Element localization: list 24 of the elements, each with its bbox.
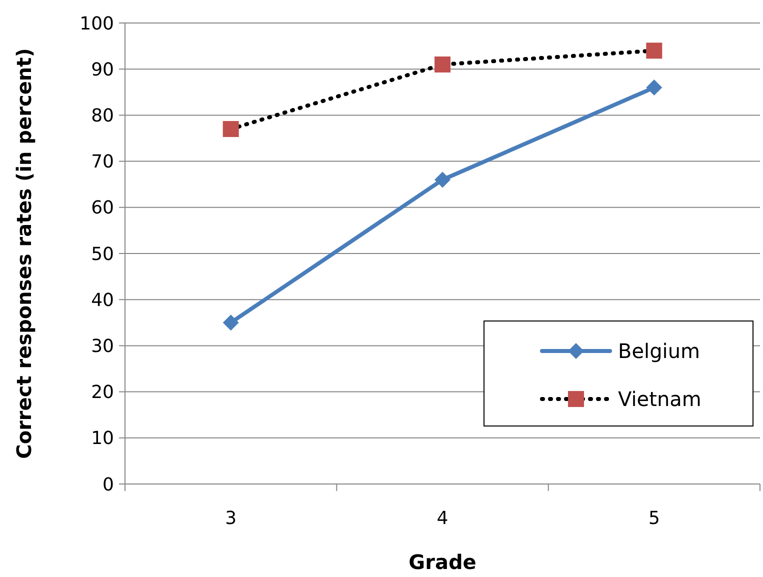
y-tick-label: 40 [91, 290, 114, 311]
point [434, 172, 450, 188]
y-tick-label: 80 [91, 106, 114, 126]
point [222, 314, 239, 331]
y-tick-label: 10 [91, 428, 114, 450]
y-tick-label: 100 [80, 13, 114, 34]
x-tick-label: 4 [436, 508, 448, 529]
y-tick-label: 70 [91, 152, 114, 173]
point [646, 80, 662, 96]
y-tick-label: 50 [91, 244, 114, 265]
y-axis-title: Correct responses rates (in percent) [12, 48, 36, 459]
point [646, 42, 662, 59]
y-tick-label: 20 [91, 382, 114, 404]
y-tick-label: 60 [91, 198, 114, 219]
y-tick-label: 30 [91, 336, 114, 357]
y-tick-label: 0 [102, 474, 114, 496]
y-tick-label: 90 [91, 59, 114, 80]
x-tick-label: 5 [648, 508, 660, 529]
legend-label: Belgium [618, 339, 700, 363]
point [434, 56, 450, 72]
point [222, 121, 239, 138]
legend-label: Vietnam [618, 387, 702, 411]
x-axis-title: Grade [408, 550, 476, 574]
x-tick-label: 3 [225, 508, 237, 529]
